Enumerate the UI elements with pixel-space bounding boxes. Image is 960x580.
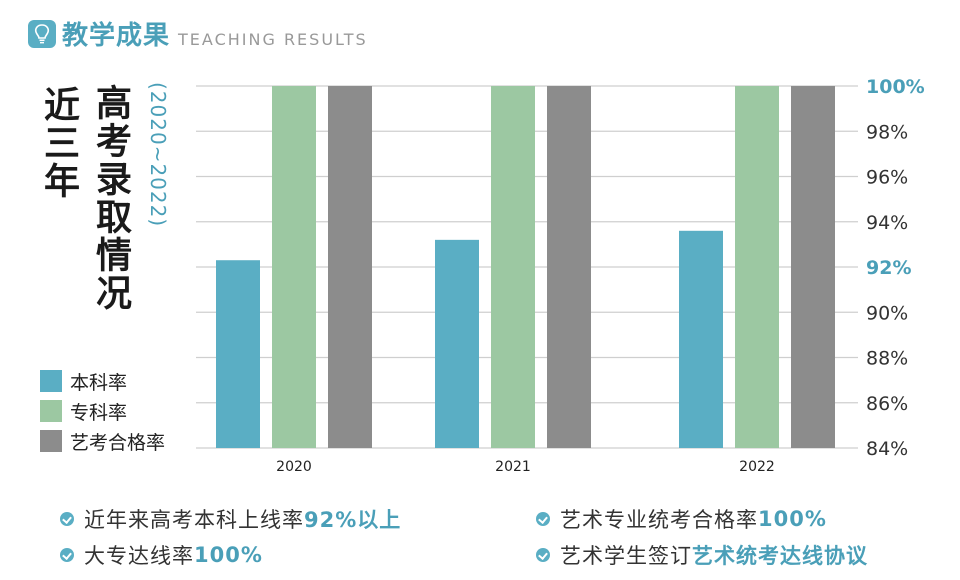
side-title-line2: 高考录取情况 xyxy=(90,84,131,312)
legend-item: 专科率 xyxy=(40,396,165,426)
check-icon xyxy=(60,548,74,562)
y-tick-label: 96% xyxy=(866,167,908,189)
bar xyxy=(272,86,316,448)
y-tick-label: 98% xyxy=(866,121,908,143)
bar xyxy=(679,230,723,448)
x-tick-label: 2020 xyxy=(276,459,312,475)
legend-item: 艺考合格率 xyxy=(40,426,165,456)
highlight-value: 92%以上 xyxy=(304,508,402,532)
bar xyxy=(491,86,535,448)
highlight-item: 大专达线率 100% xyxy=(60,540,263,570)
header-subtitle: TEACHING RESULTS xyxy=(178,30,368,49)
bar-chart: 84% 86% 88% 90% 92% 94% 96% 98% 100% 2020 2021 2022 xyxy=(196,76,925,475)
y-tick-label: 88% xyxy=(866,348,908,370)
highlight-item: 近年来高考本科上线率 92%以上 xyxy=(60,504,401,534)
legend-swatch xyxy=(40,430,62,452)
highlight-item: 艺术专业统考合格率 100% xyxy=(536,504,827,534)
check-icon xyxy=(536,548,550,562)
highlight-text: 近年来高考本科上线率 xyxy=(84,508,304,532)
highlight-value: 艺术统考达线协议 xyxy=(692,544,868,568)
y-tick-label: 92% xyxy=(866,257,911,279)
bar xyxy=(547,86,591,448)
bar xyxy=(791,86,835,448)
highlight-text: 大专达线率 xyxy=(84,544,194,568)
legend-label: 艺考合格率 xyxy=(70,431,166,454)
bar xyxy=(328,86,372,448)
legend-swatch xyxy=(40,370,62,392)
check-icon xyxy=(60,512,74,526)
highlight-text: 艺术学生签订 xyxy=(560,544,692,568)
section-header: 教学成果 TEACHING RESULTS xyxy=(28,12,368,52)
highlights-list: 近年来高考本科上线率 92%以上 大专达线率 100% 艺术专业统考合格率 10… xyxy=(40,500,940,580)
highlight-item: 艺术学生签订 艺术统考达线协议 xyxy=(536,540,868,570)
legend-label: 本科率 xyxy=(70,371,128,394)
x-tick-label: 2022 xyxy=(739,459,775,475)
check-icon xyxy=(536,512,550,526)
lightbulb-icon xyxy=(28,20,56,48)
y-tick-label: 84% xyxy=(866,438,908,460)
x-tick-label: 2021 xyxy=(495,459,531,475)
y-tick-label: 94% xyxy=(866,212,908,234)
bar xyxy=(735,86,779,448)
chart-legend: 本科率 专科率 艺考合格率 xyxy=(40,366,165,456)
y-tick-label: 90% xyxy=(866,302,908,324)
highlight-value: 100% xyxy=(758,507,827,531)
legend-swatch xyxy=(40,400,62,422)
side-title-years: (2020~2022) xyxy=(146,82,170,228)
legend-item: 本科率 xyxy=(40,366,165,396)
highlight-text: 艺术专业统考合格率 xyxy=(560,508,758,532)
y-tick-label: 100% xyxy=(866,76,925,98)
legend-label: 专科率 xyxy=(70,401,128,424)
highlight-value: 100% xyxy=(194,543,263,567)
bar xyxy=(435,239,479,448)
y-tick-label: 86% xyxy=(866,393,908,415)
side-title-line1: 近三年 xyxy=(38,86,79,200)
bar xyxy=(216,260,260,448)
header-title: 教学成果 xyxy=(62,21,171,51)
